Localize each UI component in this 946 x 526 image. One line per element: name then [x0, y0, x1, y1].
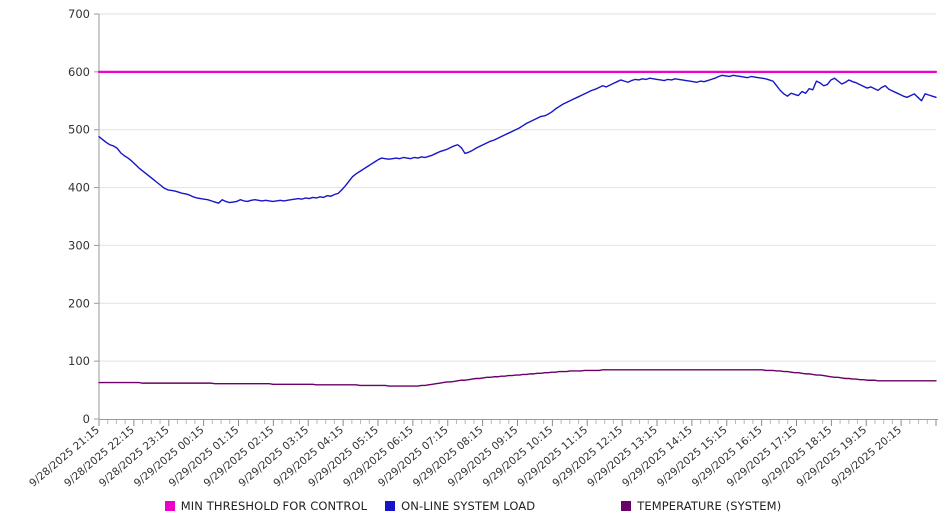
y-axis-tick-label: 200	[68, 296, 90, 310]
legend-swatch-online-system-load	[385, 501, 396, 511]
y-axis-tick-label: 100	[68, 354, 90, 368]
legend-label-temperature-system: TEMPERATURE (SYSTEM)	[637, 499, 782, 513]
legend-swatch-temperature-system	[621, 501, 632, 511]
chart-legend: MIN THRESHOLD FOR CONTROL ON-LINE SYSTEM…	[0, 496, 946, 516]
y-axis-ticks	[94, 13, 99, 420]
y-axis-tick-label: 700	[68, 7, 90, 21]
y-axis-tick-label: 400	[68, 181, 90, 195]
y-axis-tick-label: 600	[68, 65, 90, 79]
x-axis-tick-labels: 9/28/2025 21:159/28/2025 22:159/28/2025 …	[27, 424, 904, 489]
x-axis-minor-ticks	[98, 420, 937, 426]
series-layer	[97, 70, 938, 387]
legend-item-online-system-load[interactable]: ON-LINE SYSTEM LOAD	[385, 499, 535, 513]
series-line-on-line-system-load	[98, 74, 937, 204]
legend-item-min-threshold[interactable]: MIN THRESHOLD FOR CONTROL	[164, 499, 368, 513]
y-gridlines	[99, 13, 936, 362]
legend-item-temperature-system[interactable]: TEMPERATURE (SYSTEM)	[621, 499, 781, 513]
legend-label-online-system-load: ON-LINE SYSTEM LOAD	[401, 499, 536, 513]
y-axis-tick-labels: 0 100 200 300 400 500 600 700	[68, 7, 90, 426]
legend-label-min-threshold: MIN THRESHOLD FOR CONTROL	[180, 499, 368, 513]
series-line-temperature-system	[98, 369, 937, 387]
y-axis-tick-label: 300	[68, 238, 90, 252]
y-axis-tick-label: 0	[83, 412, 90, 426]
y-axis-tick-label: 500	[68, 123, 90, 137]
legend-swatch-min-threshold	[164, 501, 175, 511]
